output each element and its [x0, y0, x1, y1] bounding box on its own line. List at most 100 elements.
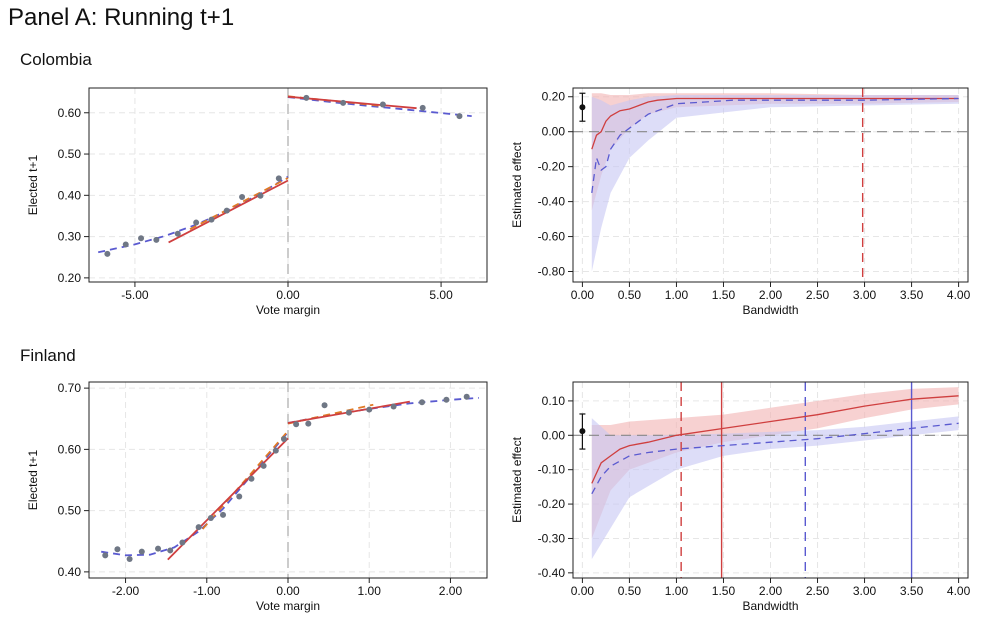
- x-tick-label: 1.50: [712, 584, 736, 598]
- y-tick-label: 0.20: [542, 90, 566, 104]
- data-point: [390, 403, 397, 410]
- x-tick-label: 2.00: [439, 584, 463, 598]
- data-point: [208, 216, 215, 223]
- data-point: [153, 236, 160, 243]
- x-tick-label: 2.00: [759, 288, 783, 302]
- series-line-orange: [202, 430, 289, 530]
- data-point: [179, 539, 186, 546]
- series-line-blue: [591, 97, 959, 193]
- x-tick-label: 2.00: [759, 584, 783, 598]
- x-axis-label: Vote margin: [256, 599, 320, 613]
- confidence-band-blue: [591, 416, 959, 560]
- data-point: [248, 475, 255, 482]
- y-axis-label: Estimated effect: [510, 436, 524, 522]
- panel-title: Panel A: Running t+1: [8, 4, 235, 31]
- data-point: [207, 514, 214, 521]
- chart-colombia-rd: -5.00 0.00 5.00 0.20 0.30 0.40 0.50 0.60 Vote ma…: [26, 87, 488, 317]
- y-tick-label: 0.70: [58, 381, 82, 395]
- series-line-blue: [98, 175, 289, 254]
- data-point: [114, 546, 121, 553]
- y-tick-label: -0.30: [538, 531, 566, 545]
- x-axis-label: Bandwidth: [742, 599, 798, 613]
- x-tick-label: -1.00: [193, 584, 221, 598]
- x-tick-label: 3.00: [853, 584, 877, 598]
- x-tick-label: -2.00: [112, 584, 140, 598]
- chart-finland-rd: -2.00 -1.00 0.00 1.00 2.00 0.40 0.50 0.60 0.70 Vo…: [26, 381, 488, 613]
- y-axis-label: Estimated effect: [510, 141, 524, 227]
- x-tick-label: 2.50: [806, 584, 830, 598]
- x-tick-label: -5.00: [121, 288, 149, 302]
- y-tick-label: 0.00: [542, 428, 566, 442]
- y-tick-label: -0.80: [538, 265, 566, 279]
- chart-colombia-bw: 0.00 0.50 1.00 1.50 2.00 2.50 3.00 3.50 4.00 -0.8…: [510, 87, 971, 317]
- series-line-red: [591, 395, 959, 484]
- plot-area: [98, 88, 472, 282]
- x-tick-label: 0.00: [571, 584, 595, 598]
- data-point: [193, 219, 200, 226]
- y-tick-label: 0.40: [58, 565, 82, 579]
- x-tick-label: 3.00: [853, 288, 877, 302]
- x-tick-label: 3.50: [900, 584, 924, 598]
- data-point: [104, 250, 111, 257]
- y-tick-label: 0.50: [58, 147, 82, 161]
- series-line-red: [167, 437, 289, 561]
- data-point: [379, 101, 386, 108]
- series-line-orange: [189, 177, 289, 230]
- series-line-red: [287, 95, 417, 110]
- data-point: [443, 396, 450, 403]
- y-axis-label: Elected t+1: [26, 154, 40, 215]
- data-point: [236, 493, 243, 500]
- data-point: [174, 230, 181, 237]
- y-tick-label: -0.60: [538, 230, 566, 244]
- data-point: [340, 99, 347, 106]
- series-line-blue: [287, 397, 479, 424]
- data-point: [293, 421, 300, 428]
- data-point: [138, 235, 145, 242]
- data-point: [419, 399, 426, 406]
- x-tick-label: 0.50: [618, 584, 642, 598]
- data-point: [321, 402, 328, 409]
- point-estimate: [579, 428, 586, 435]
- data-point: [305, 420, 312, 427]
- confidence-band-red: [591, 387, 959, 539]
- x-tick-label: 3.50: [900, 288, 924, 302]
- series-line-blue: [287, 96, 472, 117]
- y-tick-label: -0.10: [538, 463, 566, 477]
- data-point: [260, 462, 267, 469]
- y-tick-label: 0.60: [58, 442, 82, 456]
- y-tick-label: 0.60: [58, 106, 82, 120]
- x-tick-label: 0.00: [571, 288, 595, 302]
- x-tick-label: 2.50: [806, 288, 830, 302]
- y-tick-label: 0.40: [58, 188, 82, 202]
- y-tick-label: 0.30: [58, 230, 82, 244]
- confidence-band-blue: [591, 94, 959, 272]
- plot-area: [573, 88, 968, 282]
- data-point: [220, 511, 227, 518]
- x-tick-label: 1.50: [712, 288, 736, 302]
- data-point: [239, 193, 246, 200]
- country-label-colombia: Colombia: [20, 50, 92, 69]
- series-line-blue: [591, 422, 959, 495]
- data-point: [257, 192, 264, 199]
- data-point: [345, 409, 352, 416]
- y-tick-label: 0.00: [542, 125, 566, 139]
- country-label-finland: Finland: [20, 346, 76, 365]
- y-tick-label: 0.10: [542, 394, 566, 408]
- data-point: [463, 393, 470, 400]
- x-tick-label: 5.00: [429, 288, 453, 302]
- series-line-blue: [101, 431, 289, 557]
- y-tick-label: -0.40: [538, 195, 566, 209]
- data-point: [155, 545, 162, 552]
- data-point: [272, 447, 279, 454]
- data-point: [122, 241, 129, 248]
- x-tick-label: 0.00: [276, 288, 300, 302]
- plot-area: [573, 382, 968, 578]
- y-tick-label: -0.40: [538, 566, 566, 580]
- data-point: [195, 524, 202, 531]
- y-tick-label: 0.20: [58, 271, 82, 285]
- x-tick-label: 0.00: [276, 584, 300, 598]
- x-tick-label: 1.00: [358, 584, 382, 598]
- x-tick-label: 0.50: [618, 288, 642, 302]
- data-point: [419, 104, 426, 111]
